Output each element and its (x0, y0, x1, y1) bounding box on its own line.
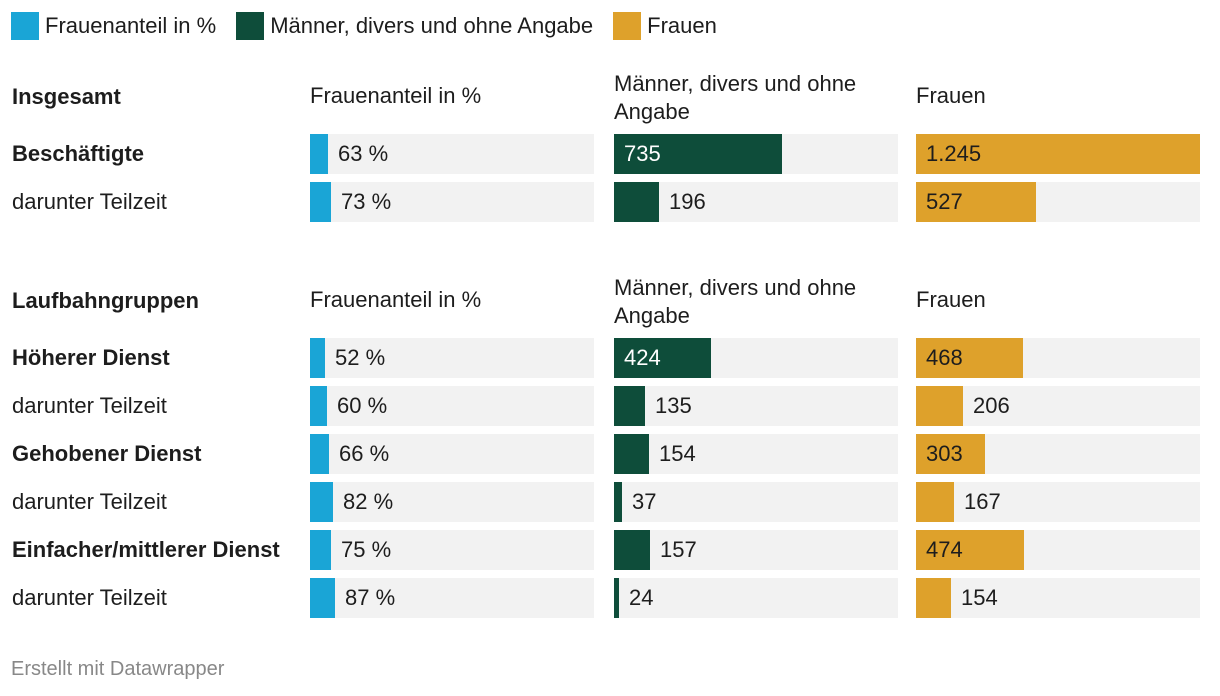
legend-swatch-women (613, 12, 642, 40)
bar-value-label: 52 % (335, 345, 386, 370)
row-label: darunter Teilzeit (12, 489, 167, 514)
bar-men (614, 530, 650, 570)
bar-share (310, 134, 328, 174)
column-header: Frauenanteil in % (310, 83, 482, 108)
bar-value-label: 37 (632, 489, 657, 514)
bar-track: 75 % (310, 530, 594, 570)
legend-item-men: Männer, divers und ohne Angabe (236, 12, 593, 40)
legend-item-women: Frauen (613, 12, 717, 40)
bar-value-label: 82 % (343, 489, 394, 514)
bar-value-label: 63 % (338, 141, 389, 166)
bar-value-label: 154 (961, 585, 998, 610)
bar-track: 60 % (310, 386, 594, 426)
bar-men (614, 338, 711, 378)
bar-value-label: 1.245 (926, 141, 982, 166)
bar-track: 157 (614, 530, 898, 570)
bar-men (614, 182, 659, 222)
bar-track: 468 (916, 338, 1200, 378)
legend-label-men: Männer, divers und ohne Angabe (270, 13, 594, 38)
bar-value-label: 73 % (341, 189, 392, 214)
column-header: Frauen (916, 287, 986, 312)
bar-value-label: 424 (624, 345, 661, 370)
bar-women (916, 578, 951, 618)
group-title: Insgesamt (12, 84, 121, 109)
legend-item-share: Frauenanteil in % (11, 12, 216, 40)
bar-track: 154 (916, 578, 1200, 618)
bar-value-label: 24 (629, 585, 654, 610)
legend-label-women: Frauen (647, 13, 717, 38)
row-label: Gehobener Dienst (12, 441, 202, 466)
bar-track: 24 (614, 578, 898, 618)
bar-men (614, 434, 649, 474)
bar-track: 73 % (310, 182, 594, 222)
bar-share (310, 482, 333, 522)
bar-share (310, 530, 331, 570)
footer-credit: Erstellt mit Datawrapper (11, 658, 225, 680)
bar-women (916, 386, 963, 426)
bar-value-label: 66 % (339, 441, 390, 466)
bar-women (916, 182, 1036, 222)
bar-track: 206 (916, 386, 1200, 426)
column-header: Frauen (916, 83, 986, 108)
bar-share (310, 338, 325, 378)
row-label: Beschäftigte (12, 141, 145, 166)
legend-label-share: Frauenanteil in % (45, 13, 217, 38)
bar-women (916, 530, 1024, 570)
bar-track: 135 (614, 386, 898, 426)
bar-track: 196 (614, 182, 898, 222)
bar-track: 474 (916, 530, 1200, 570)
row-label: darunter Teilzeit (12, 189, 167, 214)
bar-value-label: 468 (926, 345, 963, 370)
bar-men (614, 386, 645, 426)
bar-men (614, 482, 622, 522)
bar-value-label: 196 (669, 189, 706, 214)
bar-track: 37 (614, 482, 898, 522)
bar-value-label: 75 % (341, 537, 392, 562)
bar-women (916, 482, 954, 522)
bar-track: 527 (916, 182, 1200, 222)
column-header: Männer, divers und ohne Angabe (614, 71, 857, 124)
bar-value-label: 735 (624, 141, 661, 166)
bar-share (310, 182, 331, 222)
bar-value-label: 474 (926, 537, 963, 562)
bar-value-label: 60 % (337, 393, 388, 418)
bar-value-label: 135 (655, 393, 692, 418)
bar-value-label: 527 (926, 189, 963, 214)
column-header: Männer, divers und ohne Angabe (614, 275, 857, 328)
bar-men (614, 134, 782, 174)
bar-track: 154 (614, 434, 898, 474)
bar-value-label: 303 (926, 441, 963, 466)
row-label: Einfacher/mittlerer Dienst (12, 537, 280, 562)
row-label: darunter Teilzeit (12, 585, 167, 610)
bar-track: 63 % (310, 134, 594, 174)
bar-value-label: 206 (973, 393, 1010, 418)
bar-track: 167 (916, 482, 1200, 522)
bar-value-label: 87 % (345, 585, 396, 610)
bar-track: 66 % (310, 434, 594, 474)
bar-share (310, 386, 327, 426)
column-header: Frauenanteil in % (310, 287, 482, 312)
bar-track: 735 (614, 134, 898, 174)
bar-value-label: 157 (660, 537, 697, 562)
bar-track: 82 % (310, 482, 594, 522)
bar-value-label: 154 (659, 441, 696, 466)
group-title: Laufbahngruppen (12, 288, 199, 313)
bar-track: 424 (614, 338, 898, 378)
bar-track: 87 % (310, 578, 594, 618)
bar-women (916, 434, 985, 474)
bar-share (310, 578, 335, 618)
bar-track: 52 % (310, 338, 594, 378)
bar-women (916, 134, 1200, 174)
legend: Frauenanteil in % Männer, divers und ohn… (11, 10, 737, 42)
bar-track: 1.245 (916, 134, 1200, 174)
bar-women (916, 338, 1023, 378)
bar-share (310, 434, 329, 474)
bar-track: 303 (916, 434, 1200, 474)
legend-swatch-share (11, 12, 39, 40)
row-label: Höherer Dienst (12, 345, 170, 370)
bar-men (614, 578, 619, 618)
bar-value-label: 167 (964, 489, 1001, 514)
row-label: darunter Teilzeit (12, 393, 167, 418)
legend-swatch-men (236, 12, 265, 40)
